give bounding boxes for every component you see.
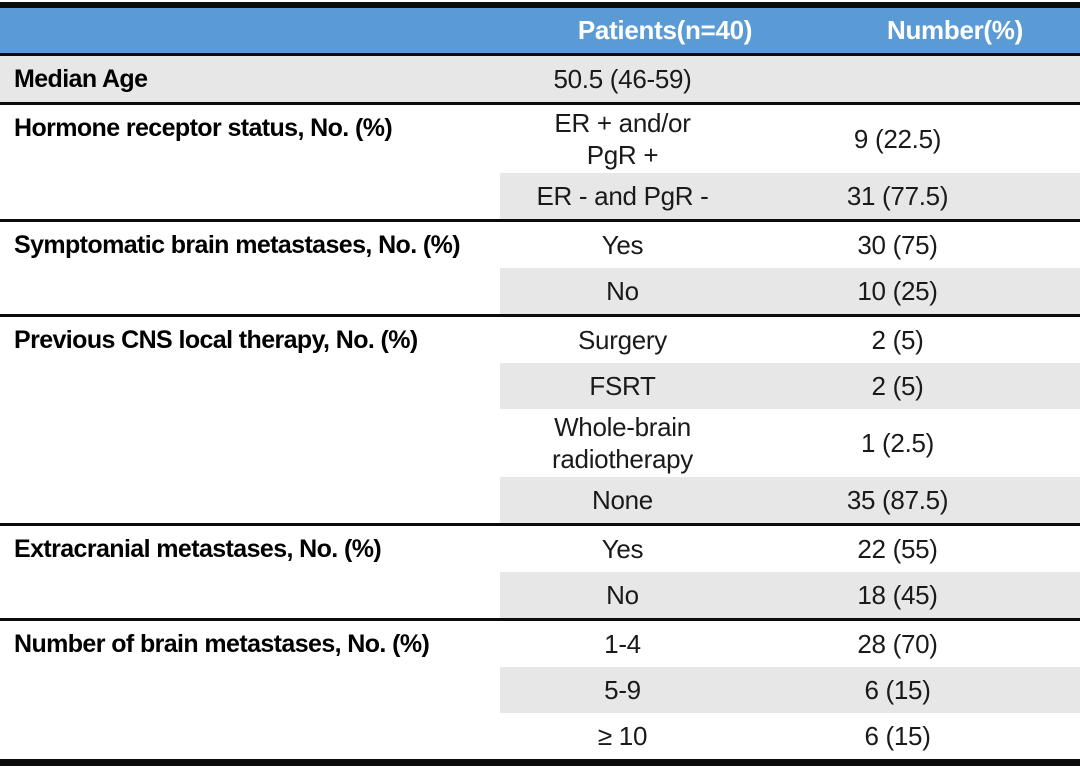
number-value-cell: 30 (75) (857, 229, 938, 260)
patients-value-cell: 1-4 (604, 629, 641, 659)
row-values-group: FSRT 2 (5) (500, 363, 1080, 409)
table-section: Previous CNS local therapy, No. (%) Surge… (0, 314, 1080, 523)
number-value-cell: 35 (87.5) (846, 484, 949, 515)
patients-value-cell: 5-9 (604, 675, 641, 705)
table-row: 5-9 6 (15) (0, 667, 1080, 713)
table-row: Whole-brain radiotherapy 1 (2.5) (0, 409, 1080, 477)
patients-value-cell: Yes (601, 230, 644, 260)
row-label-cell (0, 477, 500, 523)
patients-value-cell: Whole-brain radiotherapy (552, 412, 693, 474)
number-value-cell: 22 (55) (857, 533, 938, 564)
table-row: No 10 (25) (0, 268, 1080, 314)
row-values-group: Whole-brain radiotherapy 1 (2.5) (500, 409, 1080, 477)
table-row: Hormone receptor status, No. (%) ER + and… (0, 105, 1080, 173)
patients-value-cell: None (592, 485, 653, 515)
row-label-cell (0, 667, 500, 713)
number-value-cell: 2 (5) (871, 370, 924, 401)
patients-value-cell: FSRT (589, 371, 656, 401)
row-label-cell (0, 409, 500, 477)
row-label-cell (0, 173, 500, 219)
number-value-cell (745, 56, 1080, 102)
table-header-row: Patients(n=40) Number(%) (0, 8, 1080, 56)
row-values-group: No 18 (45) (500, 572, 1080, 618)
row-label-cell (0, 363, 500, 409)
row-label-cell (0, 268, 500, 314)
table-row: Number of brain metastases, No. (%) 1-4 28… (0, 621, 1080, 667)
number-value-cell: 28 (70) (857, 628, 938, 659)
number-value-cell: 18 (45) (857, 579, 938, 610)
patients-value-cell: ER + and/or PgR + (554, 108, 691, 170)
row-values-group: ≥ 10 6 (15) (500, 713, 1080, 759)
row-label-cell: Previous CNS local therapy, No. (%) (14, 326, 418, 354)
row-values-group: ER - and PgR - 31 (77.5) (500, 173, 1080, 219)
row-values-group: Yes 22 (55) (500, 526, 1080, 572)
row-label-cell (0, 713, 500, 759)
number-value-cell: 31 (77.5) (846, 180, 949, 211)
row-label-cell: Symptomatic brain metastases, No. (%) (14, 231, 461, 259)
table-row: ≥ 10 6 (15) (0, 713, 1080, 759)
row-label-cell: Extracranial metastases, No. (%) (14, 535, 382, 563)
row-label-cell: Hormone receptor status, No. (%) (14, 114, 393, 142)
number-value-cell: 2 (5) (871, 324, 924, 355)
row-label-cell: Number of brain metastases, No. (%) (14, 630, 430, 658)
row-values-group: 1-4 28 (70) (500, 621, 1080, 667)
patients-value-cell: ≥ 10 (597, 721, 648, 751)
table-row: Symptomatic brain metastases, No. (%) Yes… (0, 222, 1080, 268)
number-value-cell: 10 (25) (857, 275, 938, 306)
row-values-group: Yes 30 (75) (500, 222, 1080, 268)
row-label-cell: Median Age (14, 65, 148, 93)
top-border-bar (0, 2, 1080, 8)
patients-value-cell: Yes (601, 534, 644, 564)
number-value-cell: 6 (15) (864, 674, 931, 705)
table-section: Extracranial metastases, No. (%) Yes 22 (5… (0, 523, 1080, 618)
table-section: Number of brain metastases, No. (%) 1-4 28… (0, 618, 1080, 759)
table-row: Median Age 50.5 (46-59) (0, 56, 1080, 102)
header-number-label: Number(%) (887, 15, 1023, 45)
patients-value-cell: ER - and PgR - (536, 181, 709, 211)
patients-value-cell: 50.5 (46-59) (553, 64, 692, 94)
row-values-group: Surgery 2 (5) (500, 317, 1080, 363)
number-value-cell: 6 (15) (864, 720, 931, 751)
row-values-group: 5-9 6 (15) (500, 667, 1080, 713)
row-label-cell (0, 572, 500, 618)
table-body: Median Age 50.5 (46-59) Hormone receptor s… (0, 56, 1080, 759)
number-value-cell: 9 (22.5) (853, 123, 942, 154)
table-row: Extracranial metastases, No. (%) Yes 22 (5… (0, 526, 1080, 572)
table-section: Median Age 50.5 (46-59) (0, 56, 1080, 102)
table-section: Hormone receptor status, No. (%) ER + and… (0, 102, 1080, 219)
patients-value-cell: No (606, 580, 639, 610)
row-values-group: ER + and/or PgR + 9 (22.5) (500, 105, 1080, 173)
patients-value-cell: No (606, 276, 639, 306)
table-row: FSRT 2 (5) (0, 363, 1080, 409)
number-value-cell: 1 (2.5) (860, 427, 935, 458)
bottom-border-bar (0, 759, 1080, 766)
table-section: Symptomatic brain metastases, No. (%) Yes… (0, 219, 1080, 314)
table-row: No 18 (45) (0, 572, 1080, 618)
table-row: Previous CNS local therapy, No. (%) Surge… (0, 317, 1080, 363)
row-values-group: No 10 (25) (500, 268, 1080, 314)
table-row: ER - and PgR - 31 (77.5) (0, 173, 1080, 219)
row-values-group: 50.5 (46-59) (500, 56, 1080, 102)
patients-value-cell: Surgery (578, 325, 667, 355)
table-row: None 35 (87.5) (0, 477, 1080, 523)
row-values-group: None 35 (87.5) (500, 477, 1080, 523)
header-patients-label: Patients(n=40) (577, 15, 753, 45)
